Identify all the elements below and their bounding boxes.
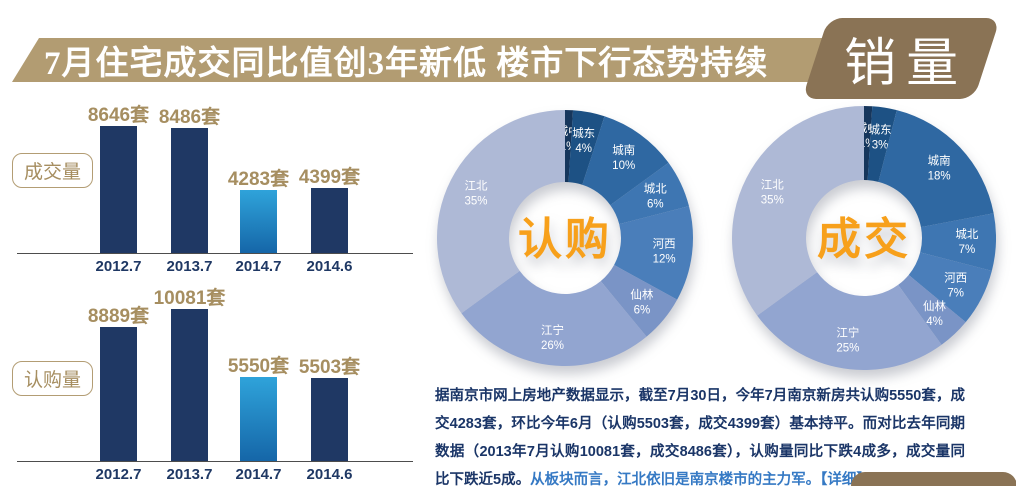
bar-2014.6	[311, 188, 348, 253]
axis-tick-label: 2014.6	[306, 466, 353, 483]
axis-tick-label: 2014.7	[235, 466, 282, 483]
axis-tick-label: 2012.7	[95, 258, 142, 275]
slice-label-江北: 江北 35%	[464, 180, 488, 208]
x-axis-line	[17, 461, 413, 462]
bar-value-label: 8646套	[87, 105, 150, 126]
bar-value-label: 5503套	[298, 357, 361, 378]
slice-label-河西: 河西 7%	[944, 272, 967, 300]
bar-value-label: 4283套	[227, 169, 290, 190]
slice-label-江宁: 江宁 25%	[836, 326, 859, 355]
pie-slice-城中	[864, 106, 873, 181]
bar-2013.7	[171, 309, 208, 461]
bar-value-label: 8889套	[87, 306, 150, 327]
slice-label-河西: 河西 12%	[653, 238, 676, 266]
bar-chart-transactions: 成交量 8646套 2012.7 8486套 2013.7 4283套 2014.7 439…	[0, 100, 424, 290]
donut-center-label: 成交	[817, 215, 911, 264]
pie-slice-城北	[920, 213, 996, 271]
pie-slice-城南	[878, 110, 994, 228]
slice-label-城东: 城东 3%	[869, 123, 892, 151]
donut-chart-transaction: 城中 1%城东 3%城南 18%城北 7%河西 7%仙林 4%江宁 25%江北 35%成交	[731, 106, 996, 371]
pie-slice-江宁	[757, 272, 942, 371]
bar-value-label: 5550套	[227, 356, 290, 377]
axis-tick-label: 2014.6	[306, 258, 353, 275]
pie-slice-城北	[610, 162, 689, 225]
pie-slice-城东	[568, 110, 605, 185]
slice-label-城东: 城东 4%	[572, 127, 595, 155]
x-axis-line	[17, 253, 413, 254]
bar-value-label: 8486套	[158, 107, 221, 128]
pie-slice-江宁	[461, 270, 647, 367]
pie-slice-仙林	[600, 264, 678, 337]
title-banner: 7月住宅成交同比值创3年新低 楼市下行态势持续	[12, 38, 840, 82]
slice-label-仙林: 仙林 4%	[923, 299, 946, 328]
slice-label-城北: 城北 6%	[644, 183, 667, 211]
bar-value-label: 4399套	[298, 167, 361, 188]
axis-tick-label: 2014.7	[235, 258, 282, 275]
donut-chart-subscription: 城中 1%城东 4% 城南 10%城北 6%河西 12%仙林 6%江宁 26%江北 35%认购	[437, 109, 694, 367]
pie-slice-城东	[867, 106, 897, 182]
pie-slice-城南	[582, 116, 669, 206]
donut-center-label: 认购	[518, 215, 612, 264]
transactions-label-box: 成交量	[12, 153, 94, 188]
pie-slice-江北	[437, 110, 565, 314]
summary-main-text: 据南京市网上房地产数据显示，截至7月30日，今年7月南京新房共认购5550套，成…	[435, 388, 965, 486]
bar-2013.7	[171, 128, 208, 253]
pie-slice-仙林	[898, 274, 966, 345]
subscriptions-label: 认购量	[24, 370, 82, 391]
pie-slice-河西	[614, 206, 694, 300]
slice-label-城北: 城北 7%	[955, 228, 978, 256]
slice-label-江宁: 江宁 26%	[541, 323, 564, 352]
bar-2014.7	[240, 377, 277, 461]
bar-2012.7	[100, 327, 137, 461]
slice-label-仙林: 仙林 6%	[630, 288, 653, 317]
bar-chart-subscriptions: 认购量 8889套 2012.7 10081套 2013.7 5550套 2014.7 55…	[0, 288, 424, 486]
summary-paragraph: 据南京市网上房地产数据显示，截至7月30日，今年7月南京新房共认购5550套，成…	[435, 382, 965, 486]
subscriptions-label-box: 认购量	[12, 361, 94, 396]
pie-slice-河西	[908, 252, 992, 323]
pie-slice-城中	[565, 109, 574, 183]
bar-2014.6	[311, 378, 348, 461]
bar-2014.7	[240, 190, 277, 253]
axis-tick-label: 2013.7	[166, 466, 213, 483]
sales-badge-label: 销量	[844, 35, 969, 93]
bar-2012.7	[100, 126, 137, 253]
bar-value-label: 10081套	[153, 288, 226, 309]
page-title: 7月住宅成交同比值创3年新低 楼市下行态势持续	[44, 46, 769, 82]
slice-label-城南: 城南 10%	[612, 143, 635, 172]
axis-tick-label: 2013.7	[166, 258, 213, 275]
bottom-right-tab	[851, 472, 1016, 486]
summary-highlight-text: 从板块而言，江北依旧是南京楼市的主力军。	[530, 472, 821, 486]
slice-label-城南: 城南 18%	[928, 154, 951, 183]
sales-badge: 销量	[802, 18, 1001, 99]
axis-tick-label: 2012.7	[95, 466, 142, 483]
transactions-label: 成交量	[24, 162, 82, 183]
slice-label-江北: 江北 35%	[761, 178, 785, 206]
pie-slice-江北	[731, 106, 864, 316]
